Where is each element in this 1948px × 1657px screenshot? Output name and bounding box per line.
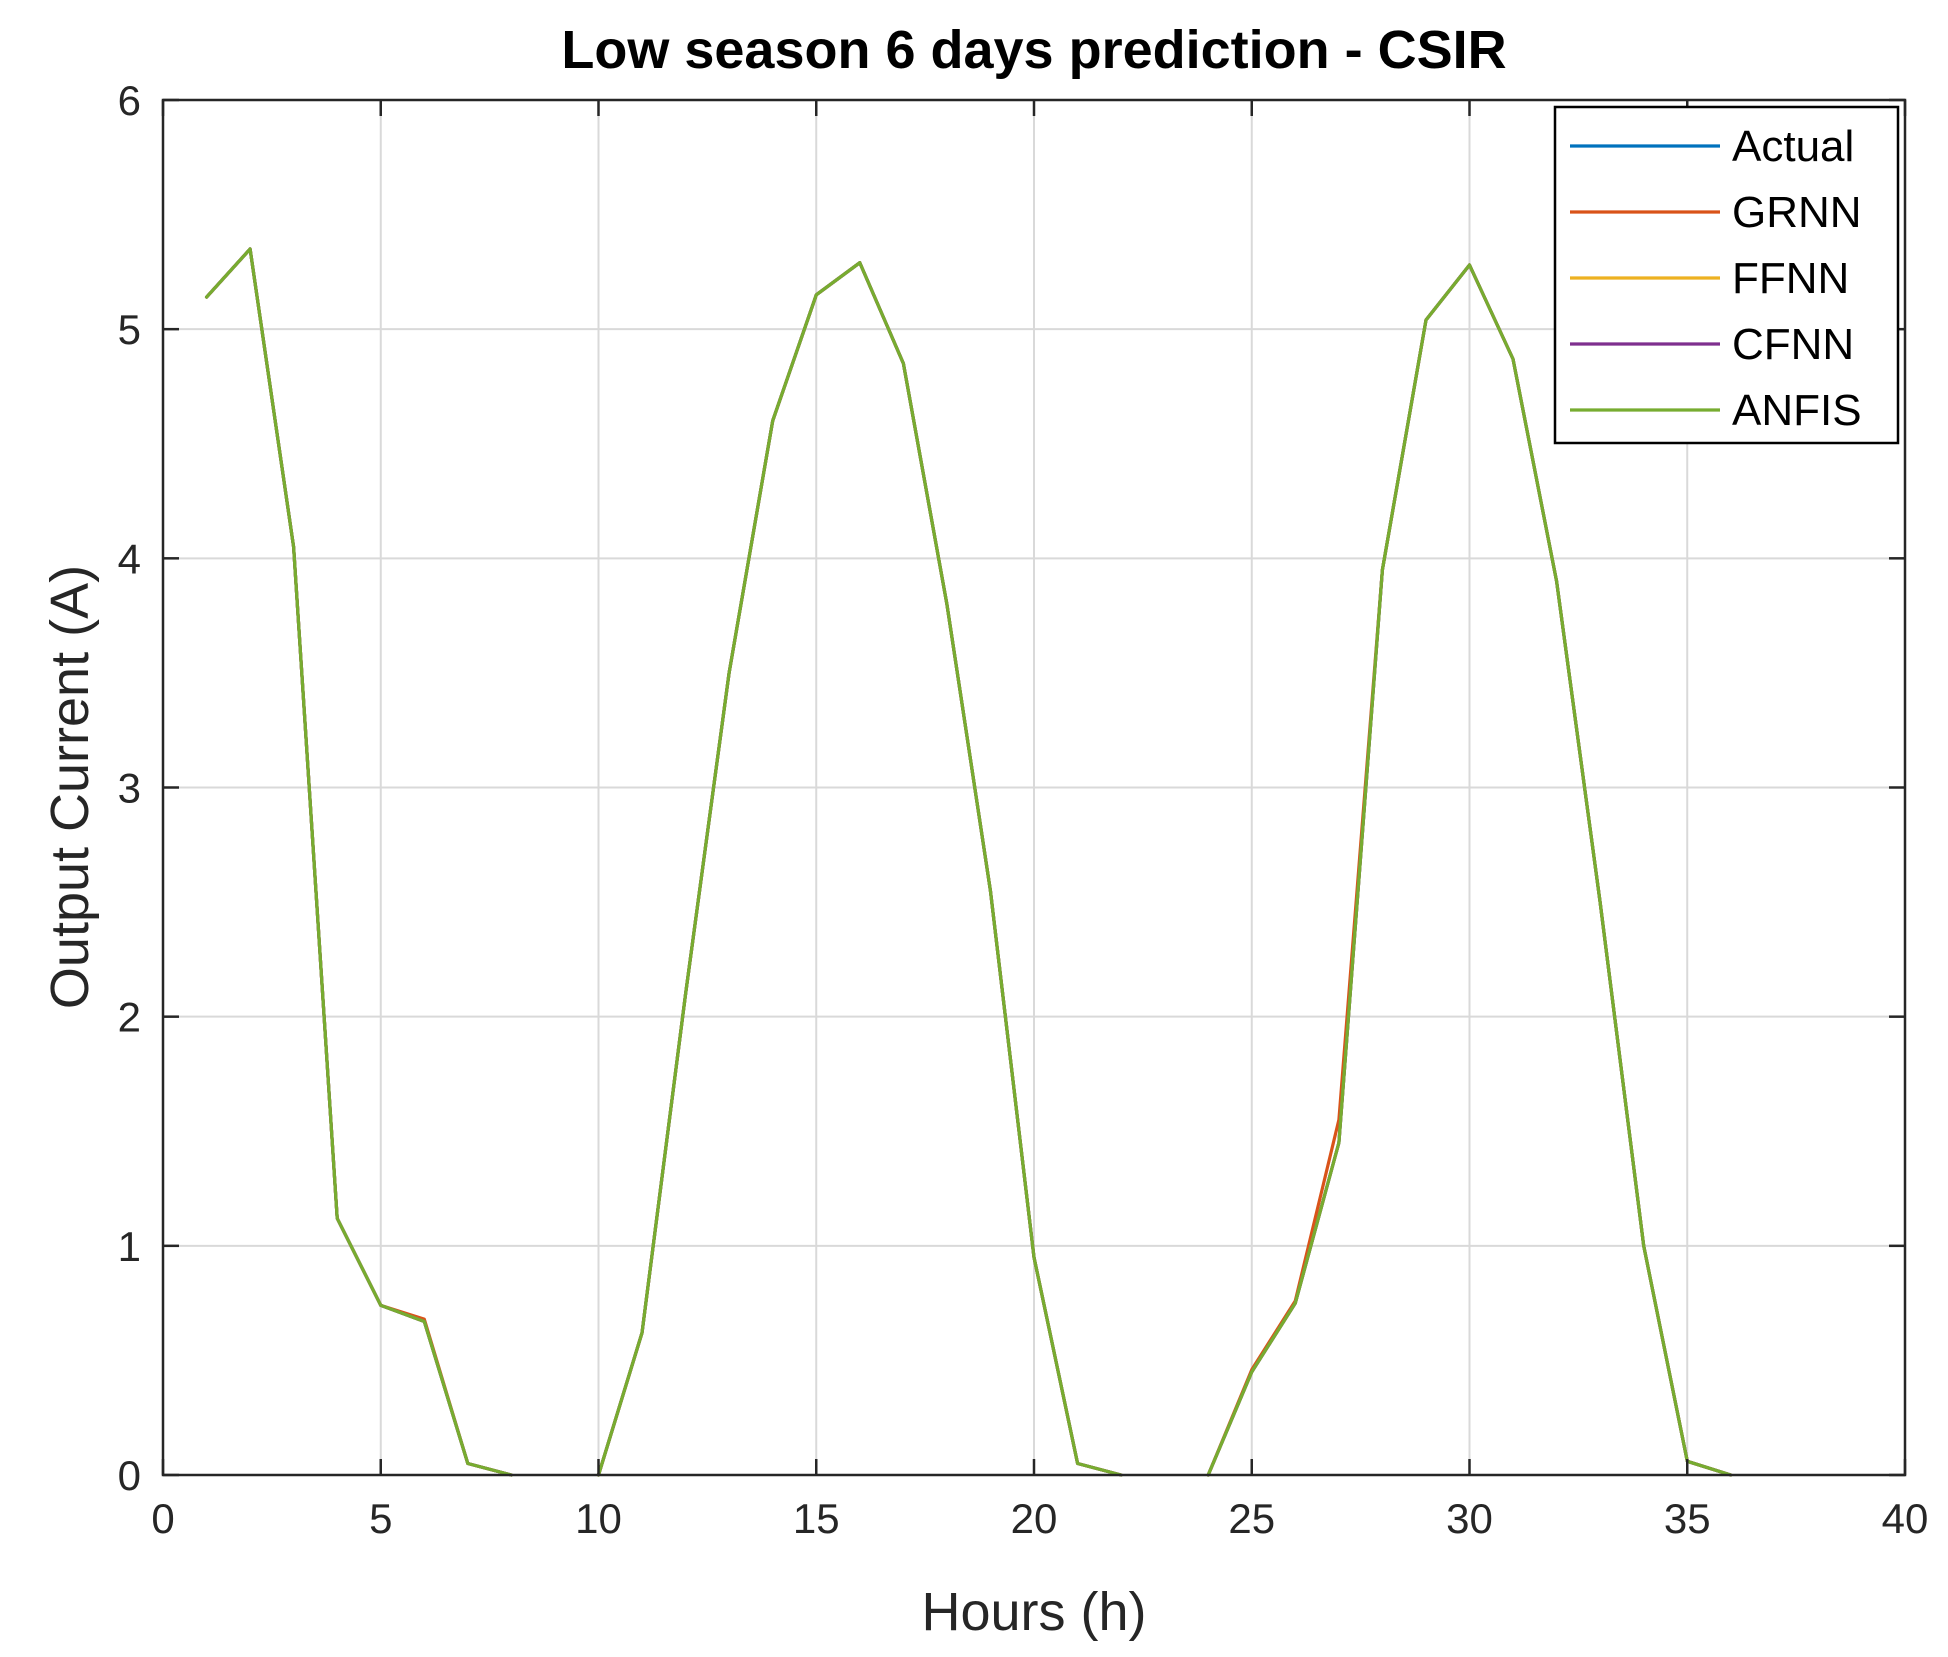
y-tick-label: 1 xyxy=(118,1223,141,1270)
legend: Actual GRNN FFNN CFNN ANFIS xyxy=(1553,105,1900,445)
legend-label: Actual xyxy=(1732,122,1854,171)
x-tick-label: 40 xyxy=(1882,1495,1929,1542)
y-tick-label: 2 xyxy=(118,994,141,1041)
series-lines xyxy=(205,247,1733,1477)
y-axis-label: Output Current (A) xyxy=(40,565,100,1009)
x-tick-label: 5 xyxy=(369,1495,392,1542)
x-tick-label: 30 xyxy=(1446,1495,1493,1542)
y-tick-label: 6 xyxy=(118,77,141,124)
y-tick-label: 5 xyxy=(118,306,141,353)
y-tick-label: 3 xyxy=(118,765,141,812)
series-line-anfis xyxy=(205,247,1733,1477)
legend-label: CFNN xyxy=(1732,320,1854,369)
legend-box xyxy=(1553,105,1900,445)
axis-ticks: 0 5 10 15 20 25 30 35 40 0 1 2 3 4 5 6 xyxy=(118,77,1929,1542)
chart-title: Low season 6 days prediction - CSIR xyxy=(561,20,1506,80)
legend-label: FFNN xyxy=(1732,254,1849,303)
x-tick-label: 20 xyxy=(1011,1495,1058,1542)
x-tick-label: 0 xyxy=(151,1495,174,1542)
legend-label: GRNN xyxy=(1732,188,1862,237)
x-tick-label: 25 xyxy=(1228,1495,1275,1542)
x-tick-label: 15 xyxy=(793,1495,840,1542)
legend-label: ANFIS xyxy=(1732,386,1862,435)
y-tick-label: 0 xyxy=(118,1452,141,1499)
y-tick-label: 4 xyxy=(118,535,141,582)
x-tick-label: 10 xyxy=(575,1495,622,1542)
x-axis-label: Hours (h) xyxy=(921,1582,1146,1642)
x-tick-label: 35 xyxy=(1664,1495,1711,1542)
